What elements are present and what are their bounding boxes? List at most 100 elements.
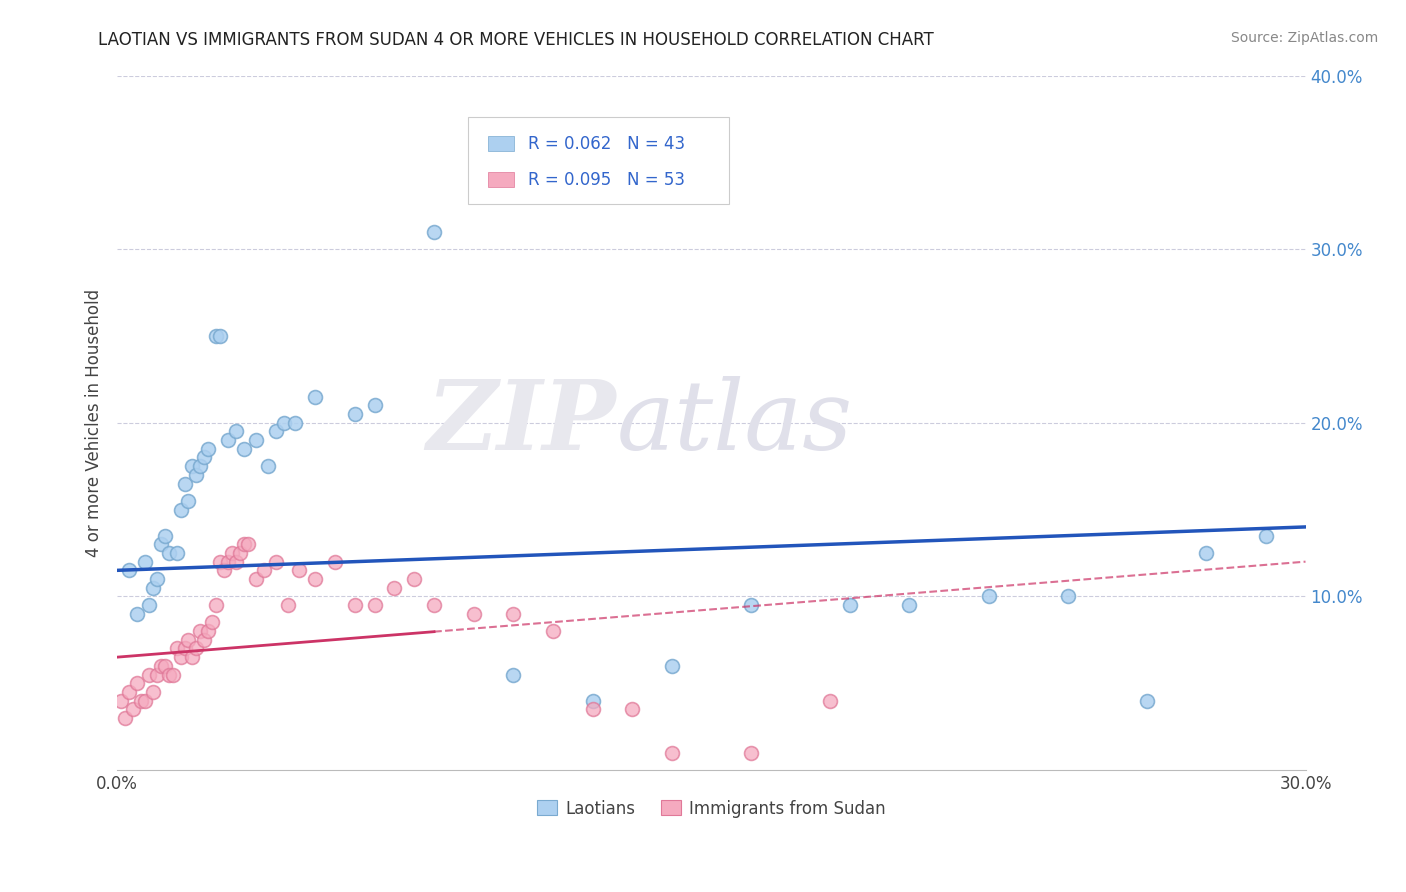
- Point: [1136, 693, 1159, 707]
- Point: [149, 658, 172, 673]
- Point: [423, 598, 446, 612]
- Point: [225, 555, 247, 569]
- Point: [134, 693, 156, 707]
- Point: [1056, 590, 1078, 604]
- Point: [839, 598, 862, 612]
- Point: [276, 598, 298, 612]
- Point: [264, 425, 287, 439]
- Point: [186, 641, 208, 656]
- Point: [173, 641, 195, 656]
- Y-axis label: 4 or more Vehicles in Household: 4 or more Vehicles in Household: [86, 289, 103, 557]
- Point: [264, 555, 287, 569]
- Point: [118, 685, 141, 699]
- Point: [343, 407, 366, 421]
- Point: [110, 693, 132, 707]
- Point: [217, 433, 239, 447]
- Point: [273, 416, 295, 430]
- Point: [463, 607, 485, 621]
- Point: [323, 555, 346, 569]
- Point: [256, 459, 278, 474]
- Point: [581, 702, 603, 716]
- Point: [138, 667, 160, 681]
- Text: R = 0.095   N = 53: R = 0.095 N = 53: [529, 170, 685, 189]
- Point: [740, 746, 762, 760]
- Point: [129, 693, 152, 707]
- Point: [225, 425, 247, 439]
- Legend: Laotians, Immigrants from Sudan: Laotians, Immigrants from Sudan: [530, 793, 893, 824]
- Point: [169, 650, 191, 665]
- Point: [134, 555, 156, 569]
- Text: ZIP: ZIP: [426, 376, 616, 470]
- Point: [209, 555, 232, 569]
- Point: [193, 450, 215, 465]
- Point: [186, 467, 208, 482]
- FancyBboxPatch shape: [468, 117, 730, 204]
- Point: [122, 702, 145, 716]
- Point: [209, 329, 232, 343]
- Point: [343, 598, 366, 612]
- Point: [201, 615, 224, 630]
- Point: [212, 563, 235, 577]
- Point: [233, 537, 256, 551]
- Point: [363, 598, 385, 612]
- Text: atlas: atlas: [616, 376, 852, 470]
- Point: [138, 598, 160, 612]
- Point: [661, 658, 683, 673]
- FancyBboxPatch shape: [488, 136, 515, 152]
- Point: [197, 442, 219, 456]
- Point: [898, 598, 921, 612]
- Point: [288, 563, 311, 577]
- FancyBboxPatch shape: [488, 172, 515, 187]
- Point: [363, 398, 385, 412]
- Point: [233, 442, 256, 456]
- Point: [181, 650, 204, 665]
- Point: [221, 546, 243, 560]
- Point: [740, 598, 762, 612]
- Point: [621, 702, 644, 716]
- Point: [166, 641, 188, 656]
- Point: [153, 528, 176, 542]
- Point: [197, 624, 219, 639]
- Point: [173, 476, 195, 491]
- Point: [217, 555, 239, 569]
- Point: [236, 537, 259, 551]
- Text: LAOTIAN VS IMMIGRANTS FROM SUDAN 4 OR MORE VEHICLES IN HOUSEHOLD CORRELATION CHA: LAOTIAN VS IMMIGRANTS FROM SUDAN 4 OR MO…: [98, 31, 934, 49]
- Point: [153, 658, 176, 673]
- Text: R = 0.062   N = 43: R = 0.062 N = 43: [529, 135, 686, 153]
- Point: [205, 598, 228, 612]
- Point: [190, 624, 212, 639]
- Point: [304, 390, 326, 404]
- Point: [146, 572, 169, 586]
- Point: [169, 502, 191, 516]
- Point: [125, 676, 148, 690]
- Point: [404, 572, 426, 586]
- Point: [502, 607, 524, 621]
- Point: [166, 546, 188, 560]
- Point: [177, 632, 200, 647]
- Point: [157, 546, 180, 560]
- Point: [118, 563, 141, 577]
- Point: [423, 225, 446, 239]
- Point: [284, 416, 307, 430]
- Point: [502, 667, 524, 681]
- Point: [125, 607, 148, 621]
- Point: [193, 632, 215, 647]
- Point: [181, 459, 204, 474]
- Point: [177, 494, 200, 508]
- Point: [253, 563, 276, 577]
- Point: [114, 711, 136, 725]
- Point: [142, 685, 165, 699]
- Point: [818, 693, 841, 707]
- Point: [1195, 546, 1218, 560]
- Point: [205, 329, 228, 343]
- Point: [304, 572, 326, 586]
- Point: [977, 590, 1000, 604]
- Point: [1254, 528, 1277, 542]
- Text: Source: ZipAtlas.com: Source: ZipAtlas.com: [1230, 31, 1378, 45]
- Point: [384, 581, 406, 595]
- Point: [190, 459, 212, 474]
- Point: [142, 581, 165, 595]
- Point: [581, 693, 603, 707]
- Point: [245, 572, 267, 586]
- Point: [149, 537, 172, 551]
